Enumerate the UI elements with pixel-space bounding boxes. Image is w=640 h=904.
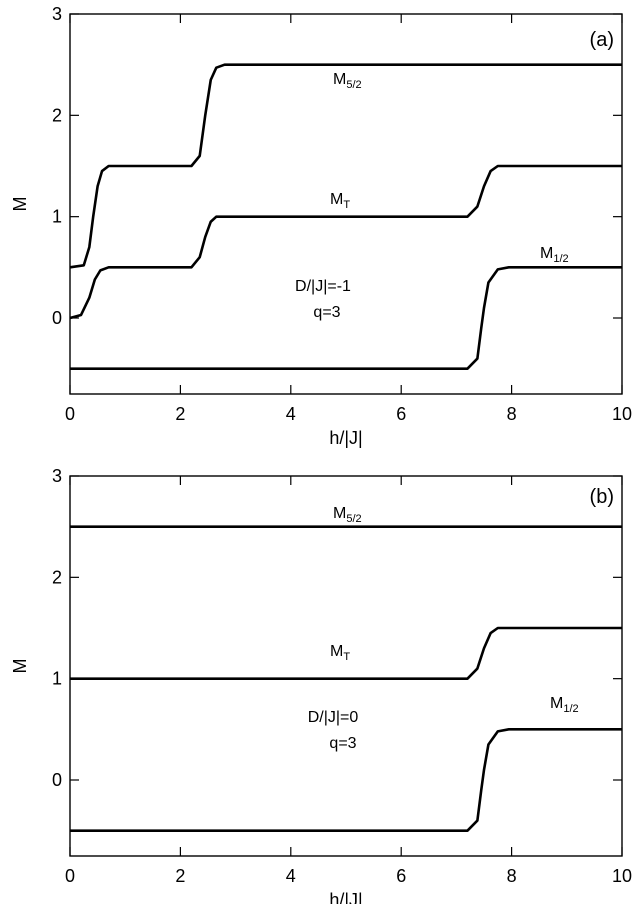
label-sub: 1/2 [563, 703, 578, 715]
label-sub: 5/2 [346, 79, 361, 91]
y-tick-label: 1 [52, 207, 62, 227]
x-tick-label: 2 [175, 404, 185, 424]
panel-a-tag: (a) [590, 29, 614, 51]
y-tick-label: 0 [52, 770, 62, 790]
panel-a-label-mt: MT [330, 191, 350, 211]
panel-b-x-axis-label: h/|J| [329, 890, 362, 904]
panel-a-frame [69, 13, 623, 395]
panel-b-y-axis-label: M [10, 659, 30, 674]
series-line-m12 [70, 728, 622, 832]
label-sub: 5/2 [346, 513, 361, 525]
y-tick-label: 0 [52, 308, 62, 328]
series-line-mt [69, 164, 622, 320]
panel-a-label-m52: M5/2 [333, 71, 362, 91]
panel-b-frame [69, 475, 623, 857]
label-sub: 1/2 [553, 253, 568, 265]
x-tick-label: 2 [175, 866, 185, 886]
panel-a-x-axis-label: h/|J| [329, 428, 362, 448]
y-tick-label: 3 [52, 4, 62, 24]
panel-a-y-axis-label: M [10, 197, 30, 212]
label-sub: T [343, 199, 350, 211]
panel-b-marks: 0 2 4 6 8 10 0 1 2 3 [52, 466, 632, 886]
label-main: M [333, 505, 346, 522]
panel-a-marks: 0 2 4 6 8 10 0 1 2 3 [52, 4, 632, 424]
panel-b-tag: (b) [590, 486, 614, 508]
panel-a-annotation-d: D/|J|=-1 [295, 278, 351, 295]
label-main: M [540, 245, 553, 262]
series-line-m52 [69, 63, 622, 269]
label-sub: T [343, 651, 350, 663]
label-main: M [330, 643, 343, 660]
x-tick-label: 0 [65, 866, 75, 886]
panel-a-annotation-q: q=3 [313, 304, 340, 321]
label-main: M [550, 695, 563, 712]
y-tick-label: 2 [52, 105, 62, 125]
x-tick-label: 4 [286, 404, 296, 424]
panel-b-label-m52: M5/2 [333, 505, 362, 525]
panel-b-annotation-d: D/|J|=0 [308, 709, 359, 726]
y-tick-label: 3 [52, 466, 62, 486]
x-tick-label: 6 [396, 404, 406, 424]
panel-b-annotation-q: q=3 [329, 735, 356, 752]
panel-a-label-m12: M1/2 [540, 245, 569, 265]
x-tick-label: 8 [507, 404, 517, 424]
panel-b-label-m12: M1/2 [550, 695, 579, 715]
x-tick-label: 10 [612, 404, 632, 424]
x-tick-label: 0 [65, 404, 75, 424]
x-tick-label: 10 [612, 866, 632, 886]
y-tick-label: 2 [52, 567, 62, 587]
series-line-mt [70, 626, 622, 680]
x-tick-label: 4 [286, 866, 296, 886]
label-main: M [330, 191, 343, 208]
panel-b-label-mt: MT [330, 643, 350, 663]
x-tick-label: 6 [396, 866, 406, 886]
x-tick-label: 8 [507, 866, 517, 886]
label-main: M [333, 71, 346, 88]
y-tick-label: 1 [52, 669, 62, 689]
series-line-m12 [70, 266, 622, 370]
